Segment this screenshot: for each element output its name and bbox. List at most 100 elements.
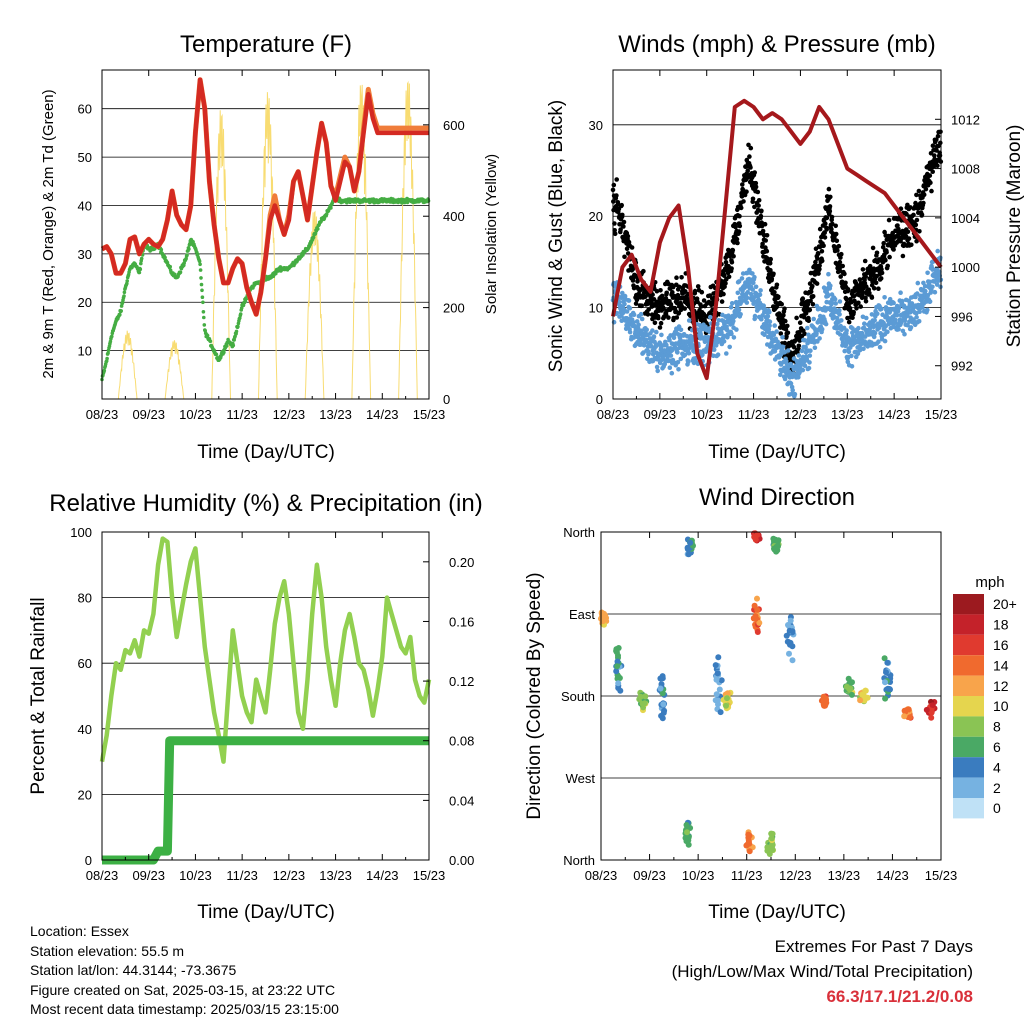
direction-point	[685, 841, 692, 848]
gust-point	[935, 133, 941, 139]
gust-point	[625, 233, 631, 239]
wind-point	[670, 357, 676, 363]
gust-point	[878, 276, 884, 281]
gust-point	[682, 306, 687, 311]
x-tick-label: 15/23	[413, 868, 446, 883]
gust-point	[886, 217, 892, 223]
dewpoint-point	[137, 270, 142, 275]
dewpoint-point	[199, 276, 203, 280]
direction-cluster	[684, 536, 696, 558]
wind-point	[744, 295, 750, 301]
wind-point	[785, 365, 791, 370]
x-tick-label: 08/23	[86, 868, 119, 883]
gust-point	[819, 258, 825, 264]
gust-point	[701, 298, 707, 303]
wind-point	[689, 339, 694, 344]
direction-point	[716, 686, 723, 693]
direction-point	[754, 606, 761, 613]
x-tick-label: 08/23	[585, 868, 618, 883]
pressure-line	[611, 98, 943, 381]
wind-point	[869, 312, 875, 317]
gust-point	[756, 203, 761, 208]
wind-point	[803, 344, 808, 350]
humidity-y-tick-label: 0	[85, 853, 92, 868]
wind-point	[844, 328, 849, 333]
direction-point	[923, 706, 930, 713]
wind-point	[678, 356, 684, 362]
wind-point	[656, 357, 661, 362]
gust-point	[791, 344, 797, 350]
solar-y-tick-label: 400	[443, 209, 465, 224]
direction-point	[657, 685, 664, 692]
gust-point	[753, 180, 759, 186]
gust-point	[827, 208, 833, 214]
direction-point	[928, 714, 935, 721]
extremes-subtitle: (High/Low/Max Wind/Total Precipitation)	[671, 962, 973, 981]
temperature-y-tick-label: 60	[78, 102, 92, 117]
direction-point	[929, 702, 936, 709]
gust-point	[683, 289, 688, 294]
temperature-plot-area	[100, 77, 431, 400]
gust-point	[664, 290, 669, 296]
wind-point	[682, 352, 688, 358]
wind-point	[667, 337, 672, 343]
direction-point	[789, 657, 796, 664]
gust-point	[839, 251, 844, 257]
direction-point	[724, 690, 731, 697]
direction-cluster	[720, 689, 734, 712]
wind-point	[658, 341, 663, 347]
gust-point	[796, 343, 802, 349]
gust-point	[778, 331, 784, 336]
dewpoint-point	[122, 290, 127, 295]
gust-point	[797, 320, 803, 326]
dewpoint-point	[102, 368, 107, 373]
direction-point	[684, 829, 690, 836]
wind-point	[758, 288, 763, 293]
wind-point	[668, 353, 674, 358]
legend-swatch	[953, 736, 984, 758]
wind-point	[654, 364, 660, 370]
wind-point	[729, 301, 735, 306]
direction-cluster	[783, 614, 797, 664]
direction-cluster	[770, 535, 782, 555]
humidity-y-tick-label: 40	[78, 722, 92, 737]
wind-direction-ylabel: Direction (Colored By Speed)	[524, 572, 545, 819]
wind-direction-panel: Wind Direction North East South West North 0…	[524, 484, 1017, 923]
gust-point	[794, 315, 799, 321]
wind-point	[686, 359, 691, 365]
wind-point	[877, 344, 883, 350]
x-tick-label: 10/23	[690, 407, 723, 422]
dewpoint-point	[208, 339, 213, 344]
gust-point	[813, 259, 818, 265]
wind-point	[671, 335, 677, 341]
direction-cluster	[598, 609, 610, 628]
gust-point	[860, 267, 866, 272]
gust-point	[843, 280, 848, 286]
direction-point	[641, 700, 648, 707]
direction-cluster	[743, 829, 756, 855]
direction-cluster	[682, 819, 694, 848]
direction-y-tick-label: North	[563, 853, 595, 868]
gust-point	[619, 202, 624, 208]
direction-point	[754, 629, 761, 635]
x-tick-label: 15/23	[925, 407, 958, 422]
gust-point	[913, 200, 918, 206]
wind-point	[735, 304, 740, 309]
wind-point	[831, 314, 836, 319]
direction-point	[715, 654, 722, 661]
station-elevation: Station elevation: 55.5 m	[30, 942, 185, 959]
dewpoint-point	[105, 356, 109, 361]
gust-point	[856, 300, 861, 306]
wind-point	[772, 323, 777, 328]
wind-point	[745, 290, 750, 295]
pressure-y-tick-label: 1000	[951, 260, 980, 275]
direction-point	[768, 830, 775, 837]
wind-point	[664, 342, 669, 348]
direction-cluster	[923, 698, 938, 721]
wind-point	[762, 332, 767, 338]
wind-point	[832, 297, 838, 302]
wind-point	[908, 325, 914, 330]
direction-cluster	[764, 830, 776, 857]
gust-point	[881, 240, 886, 246]
wind-point	[817, 336, 822, 341]
